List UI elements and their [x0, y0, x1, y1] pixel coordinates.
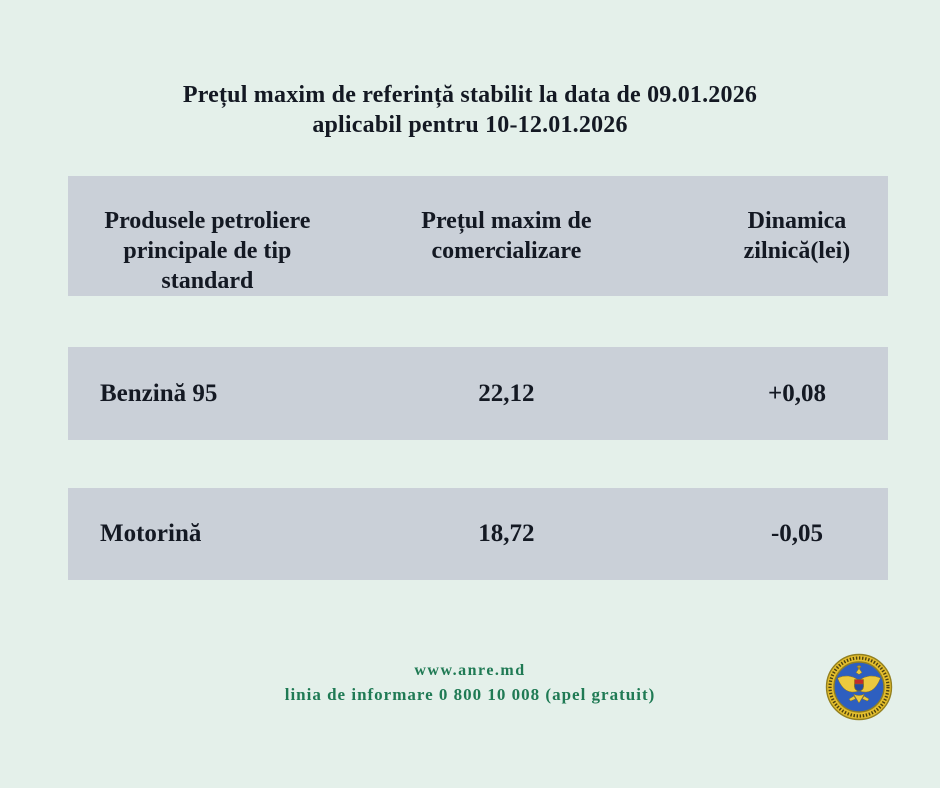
footer: www.anre.md linia de informare 0 800 10 … — [0, 662, 940, 705]
daily-change-value: +0,08 — [767, 379, 826, 407]
info-line-text: linia de informare 0 800 10 008 (apel gr… — [284, 685, 656, 704]
title-line-1: Prețul maxim de referință stabilit la da… — [182, 82, 758, 108]
website-text: www.anre.md — [414, 662, 526, 679]
column-header-max-price: Prețul maxim de comercializare — [421, 208, 592, 264]
price-table-row-motorina: Motorină 18,72 -0,05 — [68, 488, 888, 580]
anre-moldova-seal-icon — [825, 653, 893, 721]
price-table-header-row: Produsele petroliere principale de tip s… — [68, 176, 888, 296]
product-name: Benzină 95 — [100, 379, 218, 407]
price-table-row-benzina95: Benzină 95 22,12 +0,08 — [68, 347, 888, 440]
max-price-value: 22,12 — [478, 379, 535, 407]
column-header-products: Produsele petroliere principale de tip s… — [104, 208, 311, 294]
max-price-value: 18,72 — [478, 520, 535, 547]
title-line-2: aplicabil pentru 10-12.01.2026 — [312, 112, 628, 138]
column-header-daily-dynamic: Dinamica zilnică(lei) — [743, 208, 851, 264]
notice-title: Prețul maxim de referință stabilit la da… — [0, 80, 940, 140]
state-emblem-icon — [825, 653, 893, 721]
daily-change-value: -0,05 — [770, 520, 824, 547]
product-name: Motorină — [100, 520, 202, 547]
